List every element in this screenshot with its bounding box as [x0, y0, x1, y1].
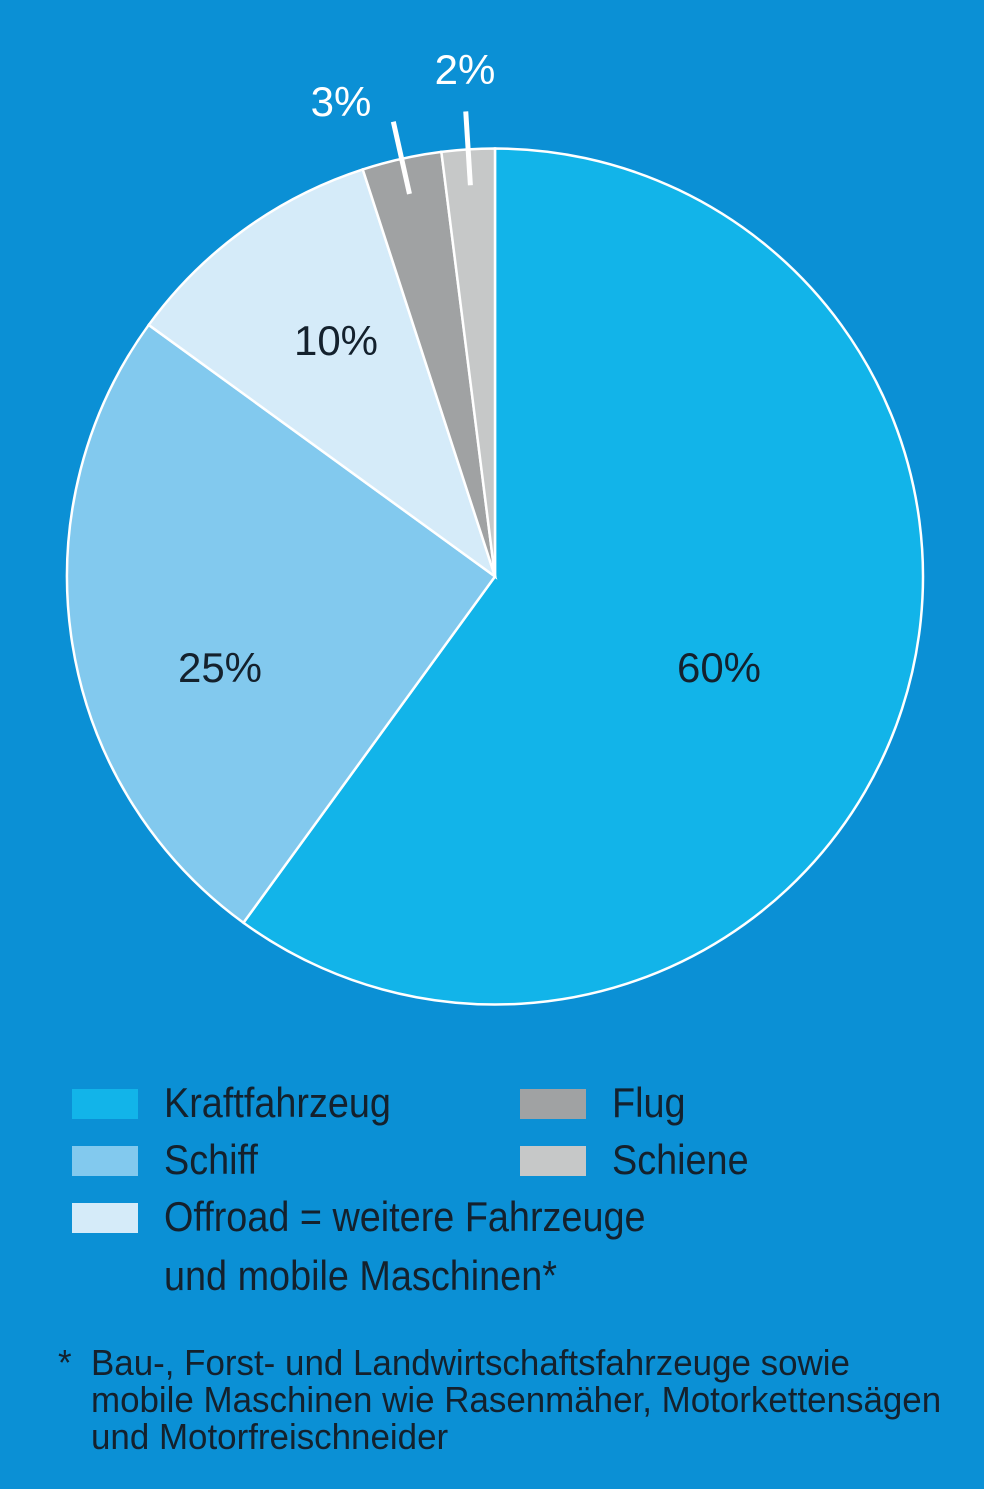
legend-label-offroad-line1: Offroad = weitere Fahrzeuge — [164, 1193, 646, 1240]
legend-label-flug: Flug — [612, 1079, 686, 1126]
legend-swatch-kraftfahrzeug — [72, 1089, 138, 1119]
pie-label-schiene: 2% — [434, 46, 496, 93]
pie-label-kraftfahrzeug: 60% — [676, 644, 762, 691]
legend-label-schiene: Schiene — [612, 1136, 749, 1183]
legend-label-kraftfahrzeug: Kraftfahrzeug — [164, 1079, 391, 1126]
footnote-line: mobile Maschinen wie Rasenmäher, Motorke… — [90, 1379, 942, 1420]
legend-swatch-schiene — [520, 1146, 586, 1176]
pie-label-offroad: 10% — [293, 317, 379, 364]
leader-line-flug — [390, 121, 412, 195]
pie-label-flug: 3% — [310, 78, 372, 125]
leader-line-schiene — [463, 111, 473, 186]
pie-slice-kraftfahrzeug — [241, 147, 925, 1006]
footnote-marker: * — [58, 1342, 72, 1383]
pie-slices — [65, 147, 925, 1006]
label-leader-lines — [390, 111, 473, 195]
footnote: * Bau-, Forst- und Landwirtschaftsfahrzeu… — [58, 1344, 941, 1455]
pie-slice-schiff — [65, 323, 497, 925]
legend-swatch-flug — [520, 1089, 586, 1119]
pie-label-schiff: 25% — [177, 644, 263, 691]
footnote-line: * Bau-, Forst- und Landwirtschaftsfahrzeu… — [58, 1344, 941, 1381]
pie-slice-offroad — [146, 167, 498, 580]
legend-label-schiff: Schiff — [164, 1136, 258, 1183]
footnote-text: Bau-, Forst- und Landwirtschaftsfahrzeug… — [90, 1342, 850, 1383]
legend-swatch-schiff — [72, 1146, 138, 1176]
legend-label-offroad-line2: und mobile Maschinen* — [164, 1252, 557, 1299]
footnote-line: und Motorfreischneider — [90, 1416, 449, 1457]
legend-swatch-offroad — [72, 1203, 138, 1233]
